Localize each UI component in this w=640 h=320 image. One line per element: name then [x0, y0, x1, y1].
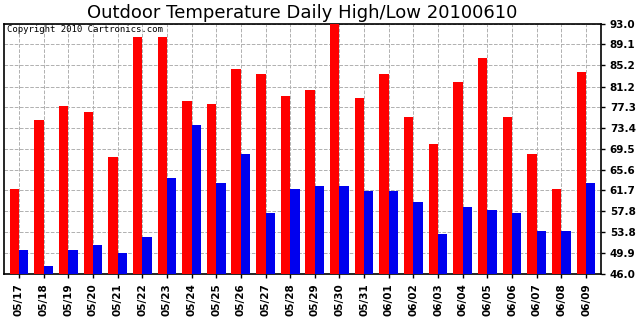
Bar — [84, 112, 93, 274]
Bar — [305, 90, 315, 274]
Bar — [118, 252, 127, 274]
Bar — [266, 213, 275, 274]
Bar — [290, 189, 300, 274]
Bar — [167, 178, 176, 274]
Bar — [330, 24, 339, 274]
Bar — [586, 183, 595, 274]
Bar — [527, 154, 537, 274]
Title: Outdoor Temperature Daily High/Low 20100610: Outdoor Temperature Daily High/Low 20100… — [87, 4, 518, 22]
Bar — [142, 237, 152, 274]
Bar — [59, 106, 68, 274]
Bar — [256, 74, 266, 274]
Bar — [44, 266, 53, 274]
Bar — [339, 186, 349, 274]
Bar — [35, 120, 44, 274]
Bar — [429, 143, 438, 274]
Bar — [438, 234, 447, 274]
Text: Copyright 2010 Cartronics.com: Copyright 2010 Cartronics.com — [7, 25, 163, 34]
Bar — [207, 104, 216, 274]
Bar — [315, 186, 324, 274]
Bar — [108, 157, 118, 274]
Bar — [364, 191, 374, 274]
Bar — [488, 210, 497, 274]
Bar — [561, 231, 571, 274]
Bar — [502, 117, 512, 274]
Bar — [413, 202, 423, 274]
Bar — [388, 191, 398, 274]
Bar — [241, 154, 250, 274]
Bar — [512, 213, 522, 274]
Bar — [478, 58, 488, 274]
Bar — [404, 117, 413, 274]
Bar — [355, 98, 364, 274]
Bar — [191, 125, 201, 274]
Bar — [380, 74, 388, 274]
Bar — [552, 189, 561, 274]
Bar — [157, 37, 167, 274]
Bar — [182, 101, 191, 274]
Bar — [453, 82, 463, 274]
Bar — [10, 189, 19, 274]
Bar — [133, 37, 142, 274]
Bar — [463, 207, 472, 274]
Bar — [577, 72, 586, 274]
Bar — [216, 183, 225, 274]
Bar — [19, 250, 28, 274]
Bar — [68, 250, 77, 274]
Bar — [93, 245, 102, 274]
Bar — [232, 69, 241, 274]
Bar — [281, 96, 290, 274]
Bar — [537, 231, 546, 274]
